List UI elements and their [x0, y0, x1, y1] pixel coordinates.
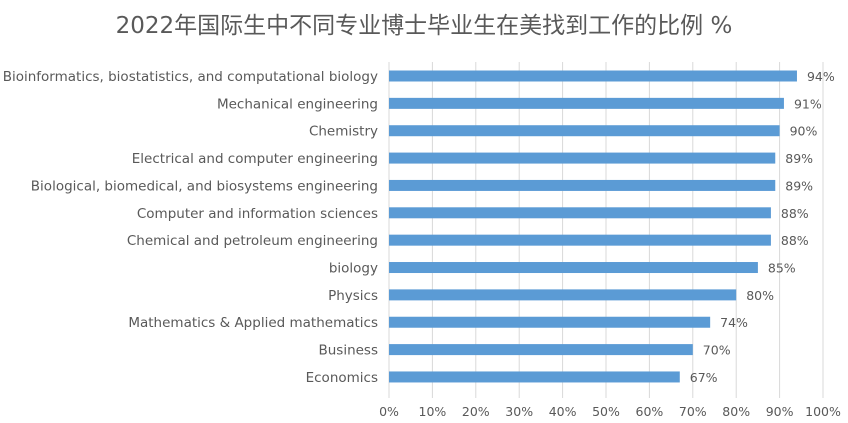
bar — [389, 234, 771, 246]
data-label: 70% — [703, 343, 731, 358]
bar — [389, 289, 737, 301]
bar — [389, 152, 776, 164]
category-label: Computer and information sciences — [137, 206, 378, 222]
category-label: biology — [329, 261, 378, 277]
x-tick-label: 90% — [766, 404, 794, 419]
category-label: Mathematics & Applied mathematics — [128, 315, 378, 331]
category-label: Physics — [328, 288, 378, 304]
data-label: 85% — [768, 261, 796, 276]
data-label: 89% — [785, 178, 813, 193]
category-label: Electrical and computer engineering — [132, 151, 378, 167]
x-tick-label: 10% — [419, 404, 447, 419]
chart-title: 2022年国际生中不同专业博士毕业生在美找到工作的比例 % — [115, 13, 733, 39]
data-label: 74% — [720, 315, 748, 330]
data-label: 88% — [781, 233, 809, 248]
data-label: 91% — [794, 96, 822, 111]
category-label: Biological, biomedical, and biosystems e… — [31, 178, 378, 194]
x-tick-label: 0% — [379, 404, 399, 419]
data-label: 67% — [690, 370, 718, 385]
bar — [389, 97, 784, 109]
bar — [389, 207, 771, 219]
x-tick-label: 20% — [462, 404, 490, 419]
bar — [389, 262, 758, 274]
x-tick-label: 40% — [549, 404, 577, 419]
x-tick-label: 30% — [505, 404, 533, 419]
bar — [389, 179, 776, 191]
x-tick-label: 70% — [679, 404, 707, 419]
x-tick-label: 50% — [592, 404, 620, 419]
category-label: Chemical and petroleum engineering — [127, 233, 378, 249]
category-label: Mechanical engineering — [217, 96, 378, 112]
data-label: 90% — [790, 124, 818, 139]
data-label: 88% — [781, 206, 809, 221]
bar — [389, 70, 797, 82]
category-label: Economics — [306, 370, 378, 386]
data-label: 80% — [746, 288, 774, 303]
x-tick-label: 60% — [636, 404, 664, 419]
x-tick-label: 80% — [722, 404, 750, 419]
category-label: Chemistry — [309, 124, 378, 140]
bar — [389, 316, 711, 328]
bar — [389, 371, 680, 383]
x-tick-label: 100% — [805, 404, 841, 419]
category-label: Bioinformatics, biostatistics, and compu… — [3, 69, 378, 85]
category-label: Business — [318, 343, 378, 359]
bar — [389, 125, 780, 137]
data-label: 94% — [807, 69, 835, 84]
data-label: 89% — [785, 151, 813, 166]
bar — [389, 344, 693, 356]
